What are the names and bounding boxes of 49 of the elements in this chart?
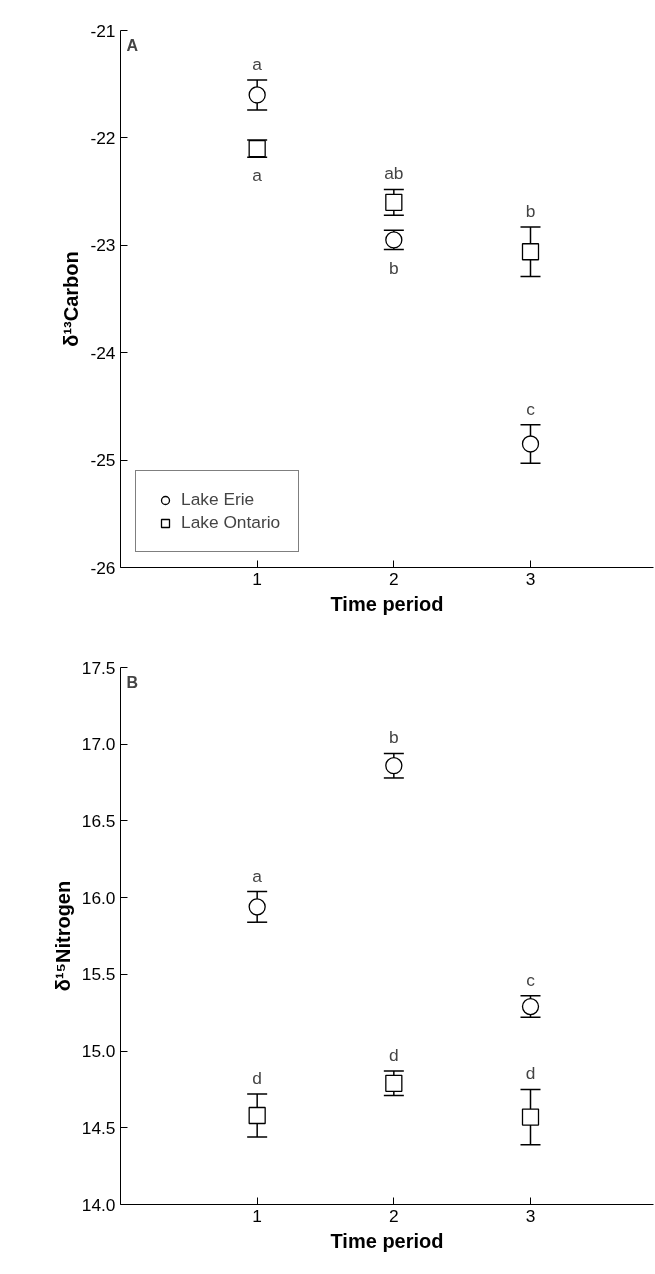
- point: [521, 1108, 540, 1126]
- x-tick-label: 2: [389, 568, 399, 589]
- y-tick-label: -22: [90, 127, 116, 148]
- annotation: a: [252, 865, 263, 886]
- point: [385, 757, 403, 775]
- annotation: ab: [384, 163, 404, 184]
- legend-label: Lake Ontario: [181, 512, 281, 533]
- x-tick-label: 2: [389, 1205, 399, 1226]
- annotation: b: [389, 257, 399, 278]
- y-tick-label: 17.5: [81, 657, 116, 678]
- annotation: c: [526, 398, 536, 419]
- y-tick-label: 16.0: [81, 887, 116, 908]
- x-axis-title: Time period: [330, 1229, 444, 1252]
- x-tick-label: 1: [252, 568, 262, 589]
- x-tick-label: 3: [525, 568, 536, 589]
- point: [248, 86, 266, 104]
- point: [248, 1106, 266, 1125]
- annotation: d: [252, 1068, 262, 1089]
- y-tick-label: -21: [90, 20, 116, 41]
- y-tick-label: -26: [90, 557, 116, 578]
- y-tick-label: 14.5: [81, 1117, 116, 1138]
- annotation: c: [526, 969, 536, 990]
- point: [521, 435, 540, 453]
- y-tick-label: -24: [90, 342, 116, 363]
- y-tick-label: 15.5: [81, 964, 116, 985]
- annotation: A: [126, 36, 139, 54]
- y-tick-label: 15.0: [81, 1041, 116, 1062]
- x-axis-title: Time period: [330, 592, 444, 615]
- y-tick-label: -25: [90, 450, 116, 471]
- annotation: d: [389, 1045, 399, 1066]
- y-axis-title: δ¹⁵Nitrogen: [51, 880, 74, 992]
- x-tick-label: 3: [525, 1205, 536, 1226]
- point: [385, 1074, 403, 1092]
- y-tick-label: 16.5: [81, 810, 116, 831]
- annotation: a: [252, 165, 263, 186]
- point: [248, 898, 266, 916]
- annotation: B: [126, 673, 139, 691]
- point: [521, 243, 540, 261]
- legend-label: Lake Erie: [181, 489, 255, 510]
- annotation: b: [389, 727, 399, 748]
- point: [385, 193, 403, 211]
- y-axis-title: δ¹³Carbon: [60, 251, 83, 347]
- x-tick-label: 1: [252, 1205, 262, 1226]
- y-tick-label: -23: [90, 235, 116, 256]
- annotation: d: [525, 1063, 536, 1084]
- annotation: a: [252, 53, 263, 74]
- y-tick-label: 14.0: [81, 1194, 116, 1215]
- y-tick-label: 17.0: [81, 734, 116, 755]
- annotation: b: [525, 201, 536, 222]
